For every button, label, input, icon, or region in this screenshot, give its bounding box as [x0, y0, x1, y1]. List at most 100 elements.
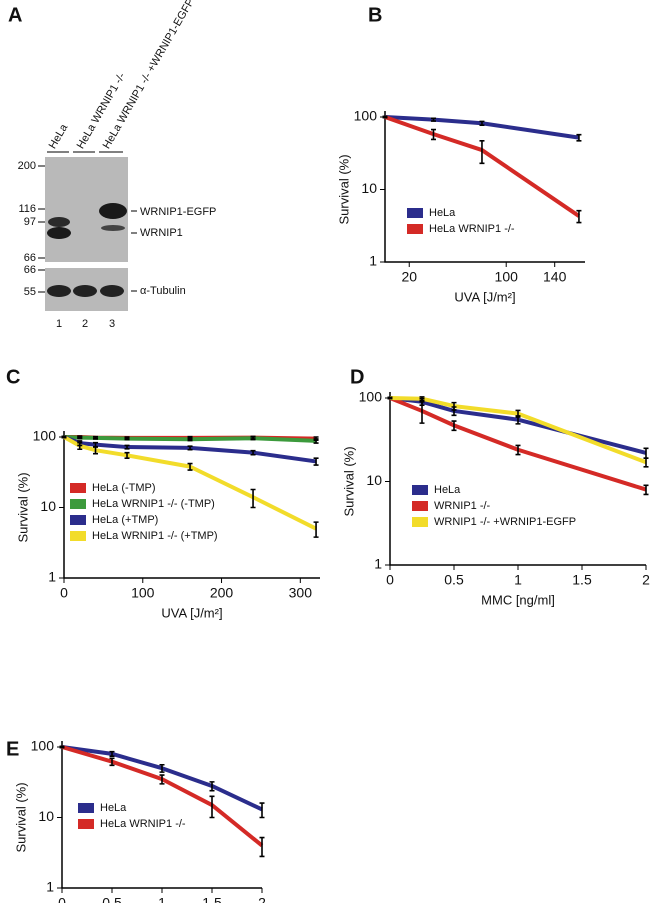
error-bar	[209, 795, 215, 819]
error-bar	[93, 446, 99, 455]
y-tick-label: 10	[38, 808, 54, 824]
error-bar	[515, 444, 521, 456]
x-tick-label: 2	[642, 572, 650, 588]
error-bar	[382, 115, 388, 119]
panel-letter: C	[6, 366, 20, 388]
y-axis-label: Survival (%)	[15, 472, 30, 542]
marker-ticks	[38, 165, 137, 293]
legend-label: HeLa WRNIP1 -/- (+TMP)	[92, 530, 218, 542]
x-tick-label: 0.5	[102, 895, 122, 903]
x-tick-label: 0	[58, 895, 66, 903]
error-bar	[479, 120, 485, 127]
panel-letter: B	[368, 4, 382, 26]
error-bar	[124, 444, 130, 450]
x-tick-label: 300	[289, 585, 313, 601]
band	[73, 285, 97, 297]
axes	[61, 741, 262, 889]
legend-label: HeLa (-TMP)	[92, 482, 156, 494]
error-bar	[93, 436, 99, 440]
x-tick-label: 1.5	[202, 895, 222, 903]
x-tick-label: 1.5	[572, 572, 592, 588]
legend-label: HeLa WRNIP1 -/-	[100, 818, 186, 830]
legend-label: HeLa	[429, 207, 456, 219]
error-bar	[187, 437, 193, 442]
y-tick-label: 1	[48, 569, 56, 585]
error-bar	[313, 457, 319, 466]
y-tick-label: 100	[31, 738, 55, 754]
error-bar	[576, 209, 582, 224]
x-tick-label: 200	[210, 585, 234, 601]
error-bar	[643, 484, 649, 496]
marker-label: 97	[24, 216, 36, 228]
lane-number: 3	[109, 318, 115, 330]
legend-swatch	[70, 483, 86, 493]
marker-label: 66	[24, 252, 36, 264]
band	[47, 227, 71, 239]
legend-swatch	[70, 499, 86, 509]
x-tick-label: 0.5	[444, 572, 464, 588]
legend-label: HeLa WRNIP1 -/- (-TMP)	[92, 498, 215, 510]
y-tick-label: 1	[369, 253, 377, 269]
band	[101, 225, 125, 231]
error-bar	[250, 488, 256, 509]
y-tick-label: 10	[361, 180, 377, 196]
y-tick-label: 100	[354, 108, 378, 124]
x-axis-label: MMC [ng/ml]	[481, 592, 555, 607]
legend-swatch	[407, 224, 423, 234]
error-bar	[124, 451, 130, 460]
panel: C 1 10 100 0 100 200 300 UVA [J/m²] Survival (%) H…	[6, 366, 320, 620]
legend-swatch	[412, 517, 428, 527]
marker-label: 66	[24, 264, 36, 276]
y-tick-label: 10	[366, 472, 382, 488]
error-bar	[109, 750, 115, 758]
panel-a: A HeLa HeLa WRNIP1 -/- HeLa WRNIP1 -/- +…	[8, 0, 216, 330]
error-bar	[259, 836, 265, 858]
error-bar	[430, 117, 436, 122]
x-tick-label: 2	[258, 895, 266, 903]
error-bar	[451, 401, 457, 411]
series-line	[384, 115, 581, 218]
x-tick-label: 140	[543, 269, 567, 285]
error-bar	[61, 435, 67, 439]
lane-number: 1	[56, 318, 62, 330]
lane-number: 2	[82, 318, 88, 330]
panel: D 1 10 100 0 0.5 1 1.5 2 MMC [ng/ml] Survival (%) H…	[341, 366, 650, 607]
legend-swatch	[78, 819, 94, 829]
x-tick-label: 1	[514, 572, 522, 588]
band-label: WRNIP1-EGFP	[140, 206, 216, 218]
error-bar	[643, 457, 649, 468]
marker-label: 200	[18, 160, 36, 172]
error-bar	[59, 745, 65, 749]
x-tick-label: 20	[401, 269, 417, 285]
legend-label: HeLa (+TMP)	[92, 514, 158, 526]
error-bar	[159, 774, 165, 785]
x-tick-label: 0	[60, 585, 68, 601]
x-tick-label: 0	[386, 572, 394, 588]
legend-swatch	[412, 501, 428, 511]
error-bar	[77, 441, 83, 451]
markers: 200 116 97 66 66 55	[18, 160, 137, 298]
legend-swatch	[70, 531, 86, 541]
panel-letter: E	[6, 738, 19, 760]
y-tick-label: 10	[40, 498, 56, 514]
lane-label: HeLa	[47, 121, 71, 151]
series-line	[384, 115, 580, 140]
legend-label: HeLa	[434, 484, 461, 496]
band	[99, 203, 127, 219]
legend-swatch	[70, 515, 86, 525]
legend-swatch	[78, 803, 94, 813]
error-bar	[515, 409, 521, 418]
error-bar	[576, 133, 582, 142]
error-bar	[250, 449, 256, 456]
y-axis-label: Survival (%)	[341, 446, 356, 516]
error-bar	[479, 139, 485, 165]
y-axis-label: Survival (%)	[13, 782, 28, 852]
error-bar	[187, 462, 193, 471]
error-bar	[250, 436, 256, 441]
x-axis-label: UVA [J/m²]	[161, 605, 222, 620]
band-label: α-Tubulin	[140, 285, 186, 297]
error-bar	[77, 435, 83, 440]
legend-label: HeLa WRNIP1 -/-	[429, 223, 515, 235]
